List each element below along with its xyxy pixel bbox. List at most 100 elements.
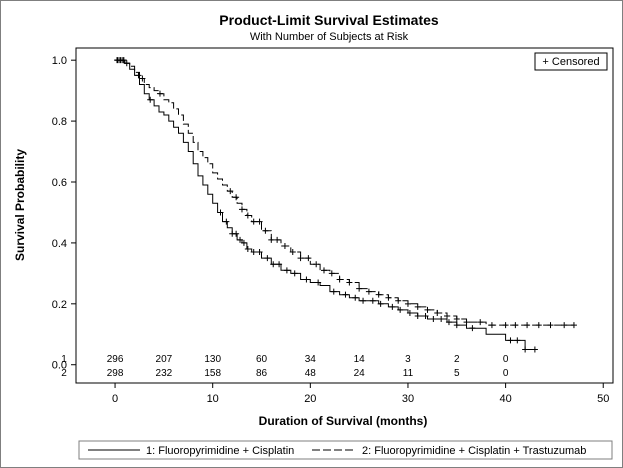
censored-mark-series-2-20 bbox=[320, 267, 327, 274]
censored-mark-series-1-27 bbox=[389, 303, 396, 310]
at-risk-value-1-8: 0 bbox=[503, 354, 509, 365]
censored-mark-series-1-29 bbox=[406, 309, 413, 316]
censored-mark-series-2-32 bbox=[434, 309, 441, 316]
at-risk-value-2-7: 5 bbox=[454, 368, 460, 379]
censored-mark-series-2-33 bbox=[444, 313, 451, 319]
series-line-2 bbox=[115, 59, 574, 326]
censored-mark-series-1-16 bbox=[276, 261, 283, 268]
censored-mark-series-2-37 bbox=[488, 322, 495, 329]
at-risk-value-2-5: 24 bbox=[354, 368, 366, 379]
censored-mark-series-2-23 bbox=[346, 279, 353, 286]
censored-mark-series-1-20 bbox=[315, 279, 322, 286]
censored-mark-series-2-4 bbox=[139, 75, 146, 82]
censored-mark-series-2-31 bbox=[424, 306, 431, 313]
censored-mark-series-2-5 bbox=[156, 90, 163, 97]
censored-mark-series-2-35 bbox=[463, 319, 470, 326]
censored-mark-series-2-30 bbox=[414, 303, 421, 310]
censored-mark-series-2-16 bbox=[289, 249, 296, 256]
censored-mark-series-2-15 bbox=[281, 242, 288, 249]
chart-title: Product-Limit Survival Estimates bbox=[219, 12, 439, 28]
censored-mark-series-1-4 bbox=[147, 96, 154, 103]
x-axis-label: Duration of Survival (months) bbox=[259, 414, 428, 428]
series-layer bbox=[114, 57, 577, 353]
censored-mark-series-2-17 bbox=[297, 255, 304, 262]
censored-mark-series-1-23 bbox=[352, 294, 359, 301]
x-tick-label-4: 40 bbox=[499, 393, 511, 405]
censored-mark-series-2-26 bbox=[375, 291, 382, 298]
censored-mark-series-1-9 bbox=[237, 236, 244, 243]
censored-mark-series-1-31 bbox=[422, 313, 429, 319]
at-risk-value-1-4: 34 bbox=[305, 354, 317, 365]
censored-mark-series-2-12 bbox=[262, 227, 269, 234]
censored-mark-series-2-34 bbox=[453, 316, 460, 323]
y-tick-label-0: 0.0 bbox=[52, 360, 67, 372]
censored-mark-series-1-3 bbox=[135, 72, 142, 79]
at-risk-row-label-2: 2 bbox=[61, 368, 67, 379]
x-tick-label-0: 0 bbox=[112, 393, 118, 405]
censored-mark-series-1-11 bbox=[244, 246, 251, 252]
at-risk-value-2-0: 298 bbox=[107, 368, 124, 379]
x-tick-label-5: 50 bbox=[597, 393, 609, 405]
at-risk-value-1-7: 2 bbox=[454, 354, 460, 365]
y-axis: 0.0 0.2 0.4 0.6 0.8 1.0 bbox=[52, 55, 76, 372]
censored-mark-series-1-8 bbox=[233, 230, 240, 237]
at-risk-value-1-2: 130 bbox=[204, 354, 221, 365]
censored-mark-series-2-41 bbox=[535, 322, 542, 329]
censored-mark-series-2-43 bbox=[561, 322, 568, 329]
plot-area-border bbox=[75, 47, 614, 384]
censored-mark-series-1-38 bbox=[514, 337, 521, 344]
censored-mark-series-2-28 bbox=[395, 297, 402, 304]
censored-mark-series-1-5 bbox=[217, 209, 224, 216]
censored-legend: + Censored bbox=[534, 52, 608, 71]
censored-mark-series-2-11 bbox=[256, 218, 263, 225]
series-line-1 bbox=[115, 59, 535, 350]
at-risk-value-1-0: 296 bbox=[107, 354, 124, 365]
censored-mark-series-1-37 bbox=[507, 337, 514, 344]
legend-label-series-1: 1: Fluoropyrimidine + Cisplatin bbox=[146, 445, 294, 457]
censored-mark-series-1-30 bbox=[414, 313, 421, 319]
censored-mark-series-2-8 bbox=[238, 206, 245, 213]
censored-mark-series-2-39 bbox=[512, 322, 519, 329]
censored-mark-series-1-33 bbox=[438, 316, 445, 323]
censored-mark-series-1-40 bbox=[531, 346, 538, 353]
y-tick-label-2: 0.4 bbox=[52, 238, 67, 250]
censored-mark-series-1-34 bbox=[445, 319, 452, 326]
censored-mark-series-2-27 bbox=[385, 294, 392, 301]
censored-mark-series-1-13 bbox=[256, 249, 263, 256]
y-tick-label-3: 0.6 bbox=[52, 177, 67, 189]
censored-mark-series-2-36 bbox=[477, 319, 484, 326]
censored-mark-series-1-39 bbox=[522, 346, 529, 353]
censored-mark-series-2-13 bbox=[268, 236, 275, 243]
censored-mark-series-2-40 bbox=[524, 322, 531, 329]
censored-mark-series-1-6 bbox=[223, 218, 230, 225]
censored-mark-series-2-9 bbox=[244, 212, 251, 219]
censored-legend-text: + Censored bbox=[542, 56, 599, 68]
censored-mark-series-2-29 bbox=[404, 300, 411, 307]
censored-mark-series-2-22 bbox=[336, 276, 343, 283]
legend: 1: Fluoropyrimidine + Cisplatin 2: Fluor… bbox=[78, 440, 613, 460]
chart-subtitle: With Number of Subjects at Risk bbox=[250, 31, 409, 43]
at-risk-value-2-4: 48 bbox=[305, 368, 317, 379]
censored-mark-series-2-7 bbox=[233, 194, 240, 201]
y-axis-label: Survival Probability bbox=[13, 149, 27, 261]
censored-mark-series-1-25 bbox=[369, 297, 376, 304]
censored-mark-series-2-18 bbox=[305, 255, 312, 262]
y-tick-label-5: 1.0 bbox=[52, 55, 67, 67]
censored-mark-series-1-15 bbox=[270, 261, 277, 268]
censored-mark-series-1-21 bbox=[330, 288, 337, 295]
x-tick-label-2: 20 bbox=[304, 393, 316, 405]
censored-legend-box bbox=[534, 52, 608, 71]
x-axis: 0 10 20 30 40 50 bbox=[112, 383, 609, 405]
censored-mark-series-1-36 bbox=[469, 325, 476, 332]
censored-mark-series-2-3 bbox=[123, 60, 130, 67]
censored-mark-series-2-25 bbox=[365, 288, 372, 295]
censored-mark-series-2-2 bbox=[119, 57, 126, 64]
at-risk-value-1-1: 207 bbox=[156, 354, 173, 365]
censored-mark-series-1-18 bbox=[291, 270, 298, 277]
censored-mark-series-2-6 bbox=[227, 188, 234, 195]
at-risk-value-2-1: 232 bbox=[156, 368, 173, 379]
at-risk-value-2-8: 0 bbox=[503, 368, 509, 379]
x-tick-label-3: 30 bbox=[402, 393, 414, 405]
